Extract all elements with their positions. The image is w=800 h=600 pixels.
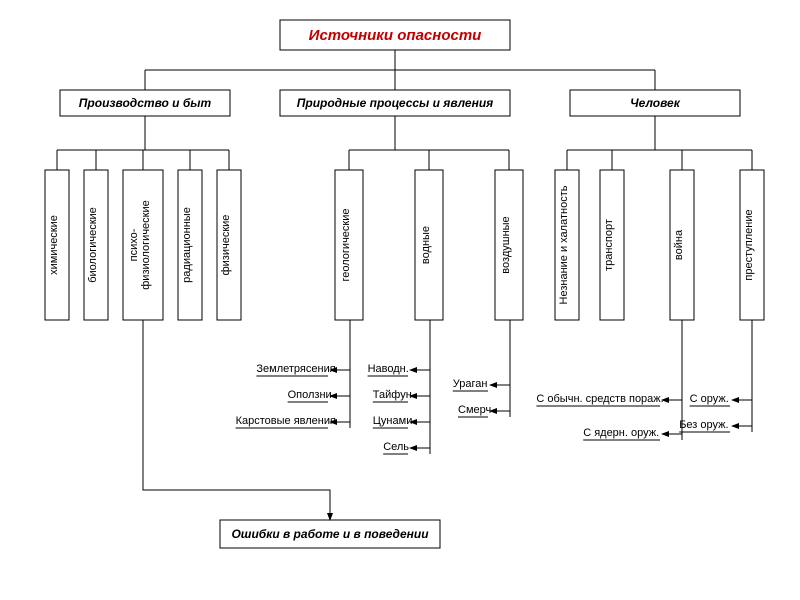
svg-text:Природные процессы и явления: Природные процессы и явления: [297, 96, 494, 110]
hazard-sources-diagram: Источники опасности Производство и быт При…: [0, 0, 800, 600]
svg-text:Землетрясения: Землетрясения: [256, 363, 335, 375]
svg-text:психо-: психо-: [128, 228, 140, 261]
svg-text:Без оруж.: Без оруж.: [679, 419, 728, 431]
svg-text:радиационные: радиационные: [181, 207, 193, 283]
svg-text:биологические: биологические: [87, 207, 99, 283]
svg-text:Карстовые явления: Карстовые явления: [236, 415, 336, 427]
svg-text:Ошибки в работе и в поведении: Ошибки в работе и в поведении: [231, 527, 429, 541]
svg-text:Наводн.: Наводн.: [368, 363, 409, 375]
svg-text:Смерч: Смерч: [458, 404, 491, 416]
svg-text:война: война: [673, 229, 685, 260]
svg-text:химические: химические: [48, 215, 60, 275]
svg-text:С ядерн. оруж.: С ядерн. оруж.: [583, 427, 659, 439]
svg-text:геологические: геологические: [340, 208, 352, 281]
svg-text:Оползни: Оползни: [288, 389, 332, 401]
svg-text:Цунами: Цунами: [373, 415, 413, 427]
svg-text:Сель: Сель: [383, 441, 409, 453]
svg-text:Источники опасности: Источники опасности: [309, 27, 482, 44]
svg-text:воздушные: воздушные: [500, 216, 512, 273]
svg-text:преступление: преступление: [743, 209, 755, 280]
svg-text:транспорт: транспорт: [603, 219, 615, 271]
svg-text:Производство и быт: Производство и быт: [79, 96, 212, 110]
svg-text:Незнание и халатность: Незнание и халатность: [558, 185, 570, 304]
svg-text:физические: физические: [220, 215, 232, 276]
svg-text:Тайфун: Тайфун: [373, 389, 412, 401]
svg-text:водные: водные: [420, 226, 432, 264]
svg-text:физиологические: физиологические: [140, 200, 152, 290]
svg-text:С оруж.: С оруж.: [690, 393, 729, 405]
svg-text:Ураган: Ураган: [453, 378, 488, 390]
svg-text:С обычн. средств пораж.: С обычн. средств пораж.: [536, 393, 663, 405]
svg-text:Человек: Человек: [630, 96, 681, 110]
